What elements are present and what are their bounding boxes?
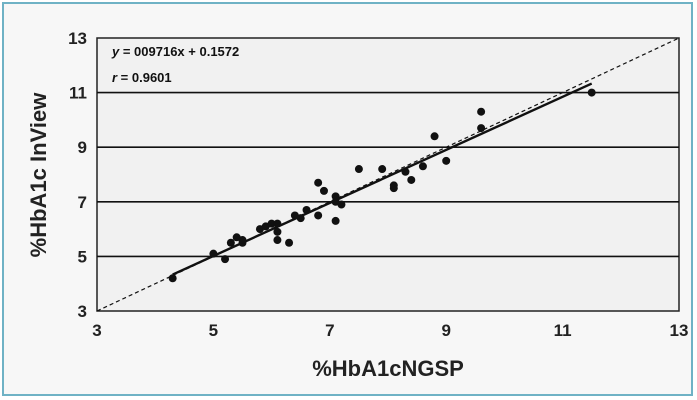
- correlation-coefficient: r = 0.9601: [112, 70, 172, 85]
- x-tick-label: 11: [554, 321, 572, 340]
- x-tick-label: 3: [92, 321, 101, 340]
- data-point: [319, 186, 328, 195]
- data-points: [168, 88, 596, 283]
- data-point: [354, 165, 363, 174]
- data-point: [331, 192, 340, 201]
- x-tick-labels: 3 5 7 9 11 13: [92, 321, 688, 340]
- data-point: [296, 214, 305, 223]
- data-point: [337, 200, 346, 209]
- data-point: [302, 205, 311, 214]
- data-point: [407, 175, 416, 184]
- data-point: [430, 132, 439, 141]
- data-point: [314, 178, 323, 187]
- x-axis-label: %HbA1cNGSP: [312, 356, 464, 381]
- data-point: [477, 124, 486, 133]
- data-point: [389, 181, 398, 190]
- grid-lines: [97, 91, 679, 258]
- data-point: [209, 249, 218, 258]
- data-point: [273, 219, 282, 228]
- data-point: [238, 236, 247, 245]
- x-tick-label: 5: [209, 321, 218, 340]
- y-tick-label: 11: [69, 84, 87, 103]
- data-point: [168, 274, 177, 283]
- data-point: [477, 107, 486, 116]
- x-tick-label: 7: [325, 321, 334, 340]
- data-point: [226, 238, 235, 247]
- data-point: [418, 162, 427, 171]
- y-tick-label: 5: [78, 247, 87, 266]
- data-point: [221, 255, 230, 264]
- data-point: [331, 216, 340, 225]
- data-point: [401, 167, 410, 176]
- data-point: [267, 219, 276, 228]
- regression-equation: y = 009716x + 0.1572: [111, 44, 239, 59]
- y-tick-labels: 3 5 7 9 11 13: [68, 29, 87, 321]
- data-point: [442, 156, 451, 165]
- y-tick-label: 9: [78, 138, 87, 157]
- data-point: [273, 227, 282, 236]
- y-tick-label: 7: [78, 193, 87, 212]
- y-tick-label: 3: [78, 302, 87, 321]
- data-point: [378, 165, 387, 174]
- y-tick-label: 13: [68, 29, 87, 48]
- data-point: [285, 238, 294, 247]
- x-tick-label: 13: [670, 321, 689, 340]
- x-tick-label: 9: [441, 321, 450, 340]
- data-point: [273, 236, 282, 245]
- data-point: [587, 88, 596, 97]
- data-point: [314, 211, 323, 220]
- y-axis-label: %HbA1c InView: [26, 92, 51, 258]
